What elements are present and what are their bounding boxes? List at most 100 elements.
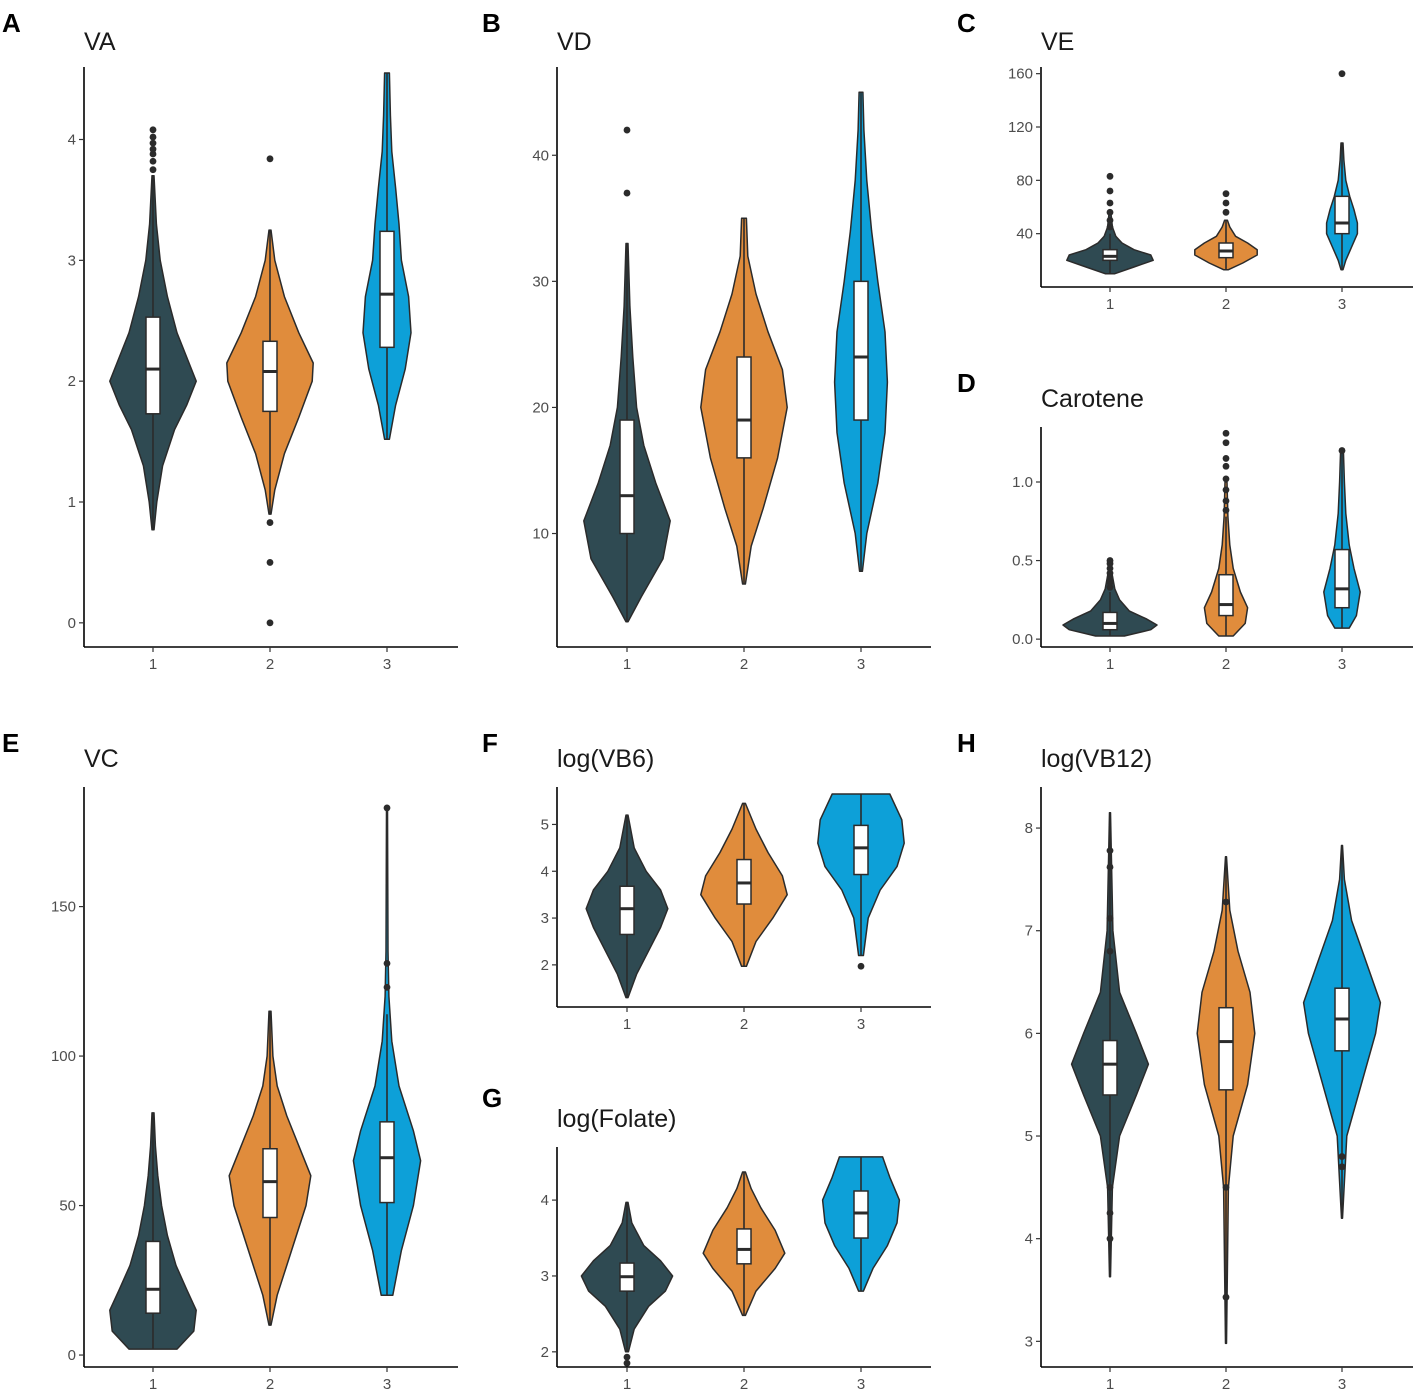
x-tick-label: 3 — [1338, 1376, 1346, 1392]
outlier-point — [1106, 847, 1114, 855]
x-tick-label: 2 — [740, 1016, 748, 1033]
panel-title: VE — [1041, 28, 1074, 56]
outlier-point — [383, 959, 391, 967]
x-tick-label: 1 — [149, 1376, 157, 1392]
x-tick-label: 1 — [623, 1016, 631, 1033]
y-tick-label: 160 — [1008, 66, 1033, 83]
outlier-point — [1106, 216, 1114, 224]
y-tick-label: 1 — [68, 494, 76, 511]
outlier-point — [1338, 1153, 1346, 1160]
outlier-point — [1106, 579, 1114, 586]
x-tick-label: 3 — [857, 1376, 865, 1392]
outlier-point — [383, 804, 391, 812]
panel-title: log(Folate) — [557, 1105, 677, 1133]
panel-b: B VD 10 20 30 40 1 2 3 — [482, 8, 931, 673]
panel-e: E VC 0 50 100 150 1 2 3 — [2, 728, 458, 1392]
outlier-point — [149, 133, 157, 141]
outlier-point — [266, 559, 274, 566]
outlier-point — [1222, 190, 1230, 198]
outlier-point — [1222, 1293, 1230, 1301]
x-tick-label: 2 — [1222, 656, 1230, 673]
panel-letter: G — [482, 1083, 502, 1113]
x-tick-label: 1 — [623, 1376, 631, 1392]
y-tick-label: 50 — [59, 1198, 76, 1215]
box-group-3 — [379, 230, 395, 349]
outlier-point — [623, 126, 631, 134]
outlier-point — [149, 150, 157, 158]
outlier-point — [1106, 199, 1114, 207]
x-tick-label: 3 — [1338, 656, 1346, 673]
y-tick-label: 2 — [541, 957, 549, 974]
panel-letter: B — [482, 8, 501, 38]
y-tick-label: 0.5 — [1012, 553, 1033, 570]
box-group-3 — [853, 280, 869, 421]
box-group-1 — [145, 1240, 161, 1314]
y-tick-label: 4 — [68, 132, 76, 149]
outlier-point — [623, 189, 631, 197]
y-tick-label: 150 — [51, 899, 76, 916]
outlier-point — [857, 962, 865, 970]
panel-title: log(VB6) — [557, 745, 654, 773]
outlier-point — [1106, 574, 1114, 582]
y-tick-label: 6 — [1025, 1025, 1033, 1042]
box-group-2 — [1218, 1006, 1234, 1091]
y-tick-label: 0 — [68, 1347, 76, 1364]
outlier-point — [1338, 70, 1346, 78]
outlier-point — [149, 157, 157, 165]
box-group-1 — [1102, 611, 1118, 631]
box-group-3 — [853, 1190, 869, 1239]
outlier-point — [1338, 1163, 1346, 1171]
y-tick-label: 2 — [541, 1344, 549, 1361]
outlier-point — [1106, 947, 1114, 955]
outlier-point — [149, 145, 157, 153]
y-tick-label: 3 — [1025, 1333, 1033, 1350]
y-tick-label: 100 — [51, 1048, 76, 1065]
y-tick-label: 3 — [541, 910, 549, 927]
box-group-2 — [736, 356, 752, 459]
panel-letter: A — [2, 8, 21, 38]
outlier-point — [1106, 223, 1114, 231]
panel-letter: H — [957, 728, 976, 758]
y-tick-label: 1.0 — [1012, 474, 1033, 491]
x-tick-label: 1 — [1106, 1376, 1114, 1392]
outlier-point — [623, 1353, 631, 1361]
outlier-point — [1222, 208, 1230, 216]
x-tick-label: 3 — [383, 1376, 391, 1392]
x-tick-label: 3 — [857, 656, 865, 673]
panel-title: VD — [557, 28, 592, 56]
y-tick-label: 120 — [1008, 119, 1033, 136]
x-tick-label: 2 — [740, 1376, 748, 1392]
outlier-point — [1222, 439, 1230, 447]
outlier-point — [149, 166, 157, 174]
outlier-point — [1222, 455, 1230, 462]
outlier-point — [1106, 172, 1114, 180]
y-tick-label: 10 — [532, 526, 549, 543]
panel-title: VC — [84, 745, 119, 773]
y-tick-label: 0 — [68, 615, 76, 632]
panel-c: C VE 40 80 120 160 1 2 3 — [957, 8, 1413, 313]
box-group-1 — [1102, 1039, 1118, 1096]
box-group-2 — [262, 340, 278, 413]
y-tick-label: 4 — [541, 863, 549, 880]
x-tick-label: 2 — [1222, 1376, 1230, 1392]
box-group-3 — [379, 1121, 395, 1204]
box-group-3 — [853, 824, 869, 876]
outlier-point — [1222, 429, 1230, 437]
outlier-point — [1106, 914, 1114, 922]
x-tick-label: 2 — [740, 656, 748, 673]
outlier-point — [266, 519, 274, 526]
y-tick-label: 3 — [541, 1268, 549, 1285]
outlier-point — [1106, 1235, 1114, 1243]
x-tick-label: 2 — [1222, 296, 1230, 313]
y-tick-label: 30 — [532, 273, 549, 290]
panel-letter: E — [2, 728, 19, 758]
x-tick-label: 3 — [383, 656, 391, 673]
outlier-point — [149, 139, 157, 147]
outlier-point — [1106, 583, 1114, 591]
x-tick-label: 1 — [149, 656, 157, 673]
y-tick-label: 4 — [1025, 1231, 1033, 1248]
y-tick-label: 8 — [1025, 820, 1033, 837]
outlier-point — [1222, 199, 1230, 207]
